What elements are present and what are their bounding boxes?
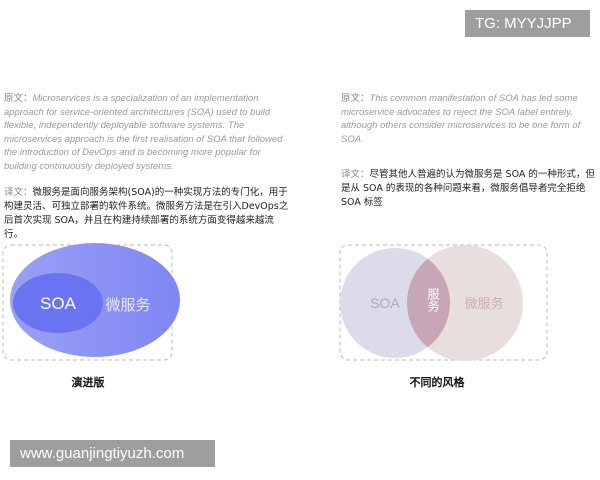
diagram-label: 微服务: [464, 296, 503, 312]
source-paragraph: 原文：Microservices is a specialization of …: [4, 92, 289, 173]
text: This common manifestation of SOA has led…: [341, 93, 581, 145]
inner-ellipse: [13, 273, 103, 333]
source-paragraph: 原文：This common manifestation of SOA has …: [341, 92, 596, 146]
watermark: www.guanjingtiyuzh.com: [10, 440, 215, 467]
label: 原文：: [4, 93, 33, 104]
left-column: 原文：Microservices is a specialization of …: [4, 92, 289, 242]
venn-overlap: [407, 248, 450, 358]
label: 译文：: [4, 187, 33, 198]
caption: 不同的风格: [409, 376, 465, 389]
diagram-label: 微服务: [105, 296, 150, 314]
frame: [339, 244, 548, 361]
text: 微服务是面向服务架构(SOA)的一种实现方法的专门化，用于构建灵活、可独立部署的…: [4, 187, 289, 240]
label: 原文：: [341, 93, 370, 104]
translation-paragraph: 译文：尽管其他人普遍的认为微服务是 SOA 的一种形式，但是从 SOA 的表现的…: [341, 168, 596, 210]
text: Microservices is a specialization of an …: [4, 93, 283, 172]
diagram-label: 服务: [426, 288, 440, 312]
right-column: 原文：This common manifestation of SOA has …: [341, 92, 596, 210]
label: 译文：: [341, 169, 370, 180]
frame: [2, 244, 173, 361]
caption: 演进版: [71, 376, 105, 389]
diagram-label: SOA: [40, 294, 77, 313]
diagram-label: SOA: [370, 295, 400, 311]
text: 尽管其他人普遍的认为微服务是 SOA 的一种形式，但是从 SOA 的表现的各种问…: [341, 169, 595, 208]
translation-paragraph: 译文：微服务是面向服务架构(SOA)的一种实现方法的专门化，用于构建灵活、可独立…: [4, 186, 289, 242]
watermark: TG: MYYJJPP: [465, 10, 590, 37]
